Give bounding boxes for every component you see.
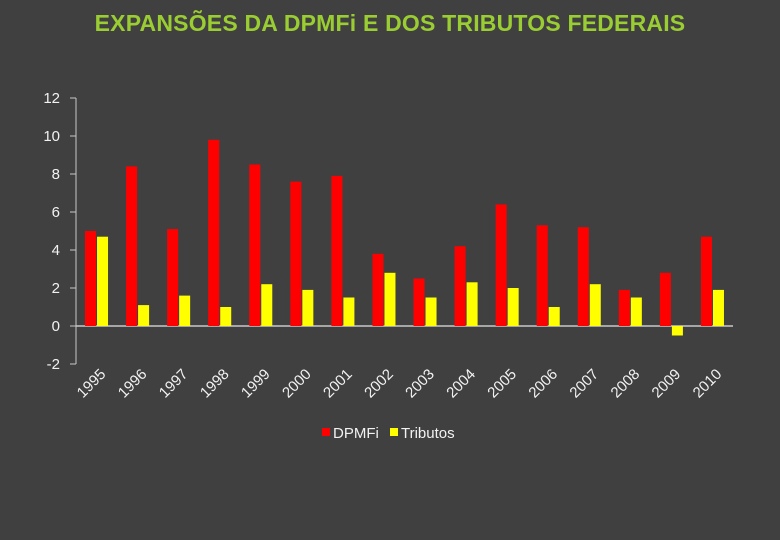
bar-tributos-2009 <box>671 326 683 336</box>
y-tick-label: 2 <box>52 280 60 297</box>
bar-dpmfi-2007 <box>577 227 589 326</box>
bar-tributos-2006 <box>548 307 560 326</box>
y-tick-label: 0 <box>52 318 60 335</box>
x-tick-label: 1996 <box>115 366 151 402</box>
bar-tributos-2002 <box>384 272 396 326</box>
x-tick-label: 1997 <box>156 366 192 402</box>
bar-tributos-2005 <box>507 288 519 326</box>
y-tick-label: 10 <box>43 128 60 145</box>
bar-dpmfi-2008 <box>618 289 630 326</box>
bar-tributos-2001 <box>343 297 355 326</box>
x-tick-label: 2002 <box>361 366 397 402</box>
bar-tributos-2007 <box>589 284 601 326</box>
bar-dpmfi-2010 <box>700 236 712 326</box>
x-tick-label: 1995 <box>74 366 110 402</box>
y-tick-label: 12 <box>43 90 60 107</box>
x-tick-label: 1998 <box>197 366 233 402</box>
x-tick-label: 1999 <box>238 366 274 402</box>
legend: DPMFi Tributos <box>322 425 455 442</box>
legend-swatch-dpmfi <box>322 428 330 436</box>
y-tick-label: -2 <box>47 356 60 373</box>
chart-title: EXPANSÕES DA DPMFi E DOS TRIBUTOS FEDERA… <box>94 10 686 36</box>
bar-dpmfi-2001 <box>331 175 343 326</box>
x-tick-label: 2009 <box>649 366 685 402</box>
x-tick-label: 2007 <box>566 366 602 402</box>
bar-dpmfi-1995 <box>85 231 97 326</box>
bar-dpmfi-2005 <box>495 204 507 326</box>
x-tick-label: 2008 <box>608 366 644 402</box>
x-tick-label: 2005 <box>484 366 520 402</box>
bar-dpmfi-1999 <box>249 164 261 326</box>
x-tick-label: 2000 <box>279 366 315 402</box>
bar-dpmfi-2000 <box>290 181 302 326</box>
bar-tributos-1999 <box>261 284 273 326</box>
legend-label-dpmfi: DPMFi <box>333 425 379 442</box>
y-tick-label: 6 <box>52 204 60 221</box>
bar-dpmfi-1997 <box>167 229 179 326</box>
x-tick-label: 2010 <box>690 366 726 402</box>
bar-dpmfi-2009 <box>659 272 671 326</box>
bar-dpmfi-1998 <box>208 139 220 326</box>
y-tick-label: 8 <box>52 166 60 183</box>
x-tick-label: 2003 <box>402 366 438 402</box>
bar-tributos-1996 <box>138 305 150 326</box>
y-tick-label: 4 <box>52 242 60 259</box>
legend-swatch-tributos <box>390 428 398 436</box>
bar-tributos-2008 <box>630 297 642 326</box>
bar-tributos-2010 <box>712 289 724 326</box>
bar-dpmfi-2004 <box>454 246 466 326</box>
bar-dpmfi-2003 <box>413 278 425 326</box>
bar-dpmfi-2002 <box>372 253 384 326</box>
x-tick-label: 2004 <box>443 366 479 402</box>
bar-tributos-2003 <box>425 297 437 326</box>
bar-tributos-1995 <box>97 236 109 326</box>
bar-tributos-1998 <box>220 307 232 326</box>
bar-dpmfi-2006 <box>536 225 548 326</box>
bars-layer <box>85 139 724 336</box>
bar-tributos-1997 <box>179 295 191 326</box>
bar-tributos-2004 <box>466 282 478 326</box>
bar-dpmfi-1996 <box>126 166 138 326</box>
legend-label-tributos: Tributos <box>401 425 455 442</box>
x-tick-label: 2006 <box>525 366 561 402</box>
bar-tributos-2000 <box>302 289 314 326</box>
x-tick-label: 2001 <box>320 366 356 402</box>
